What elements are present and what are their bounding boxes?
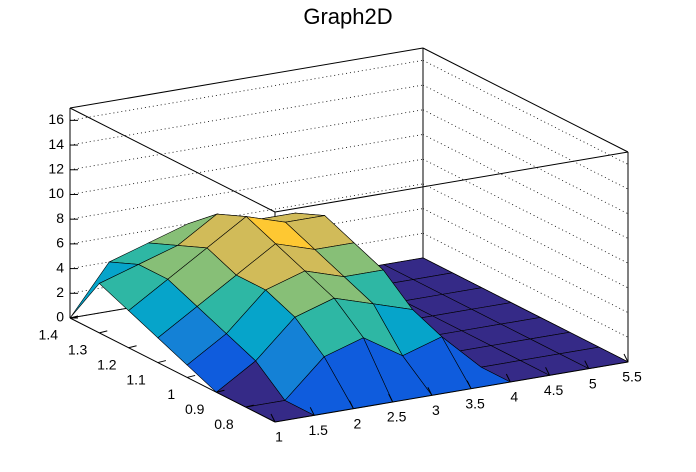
x-tick: [427, 387, 433, 396]
x-tick-label: 1.5: [308, 422, 328, 438]
y-axis: [69, 317, 276, 423]
x-tick: [505, 373, 511, 383]
y-tick-label: 1: [167, 386, 175, 402]
z-tick-label: 4: [56, 259, 64, 275]
grid-line: [69, 134, 424, 195]
grid-line: [422, 59, 629, 165]
x-tick: [348, 400, 354, 409]
x-tick: [584, 360, 590, 369]
y-tick: [245, 404, 254, 408]
grid-line: [422, 158, 629, 264]
grid-line: [69, 84, 424, 146]
z-tick-label: 2: [56, 284, 64, 300]
x-tick-label: 3: [432, 402, 440, 418]
y-tick-label: 0.8: [214, 416, 234, 432]
y-tick-label: 1.2: [97, 356, 117, 372]
x-tick-label: 5.5: [622, 369, 642, 385]
box-edge: [69, 47, 424, 109]
y-tick-label: 0.9: [185, 401, 205, 417]
y-tick: [157, 360, 166, 364]
x-tick: [309, 407, 315, 416]
z-tick-label: 8: [56, 210, 64, 226]
box-edge: [69, 107, 276, 213]
grid-line: [422, 109, 629, 215]
grid-line: [69, 59, 424, 121]
y-tick-label: 1.1: [126, 371, 146, 387]
y-tick: [99, 330, 108, 334]
grid-line: [422, 134, 629, 239]
grid-line: [69, 109, 424, 171]
x-tick: [545, 367, 551, 376]
x-tick-label: 4: [510, 389, 518, 405]
y-tick-label: 1.3: [68, 342, 88, 358]
x-tick-label: 3.5: [465, 395, 485, 411]
box-edge: [274, 151, 629, 213]
x-tick: [270, 413, 276, 423]
z-tick-label: 6: [56, 235, 64, 251]
z-tick-label: 10: [48, 185, 64, 201]
y-tick: [128, 345, 137, 349]
z-tick-label: 16: [48, 111, 64, 127]
x-tick-label: 4.5: [544, 382, 564, 398]
z-tick-label: 0: [56, 309, 64, 325]
z-tick-label: 14: [48, 136, 64, 152]
y-tick-label: 1.4: [39, 327, 59, 343]
grid-line: [69, 158, 424, 220]
grid-line: [422, 183, 629, 289]
x-tick: [466, 380, 472, 389]
y-tick: [69, 315, 79, 319]
x-tick: [623, 353, 629, 363]
chart-title: Graph2D: [303, 4, 392, 29]
y-tick: [216, 389, 225, 393]
x-tick-label: 2.5: [387, 409, 407, 425]
y-tick: [187, 374, 196, 378]
x-tick: [388, 393, 394, 403]
x-tick-label: 5: [589, 375, 597, 391]
x-axis: [274, 361, 629, 423]
z-tick-label: 12: [48, 160, 64, 176]
grid-line: [422, 84, 629, 190]
box-edge: [422, 47, 629, 153]
x-tick-label: 2: [354, 415, 362, 431]
x-tick-label: 1: [275, 429, 283, 445]
